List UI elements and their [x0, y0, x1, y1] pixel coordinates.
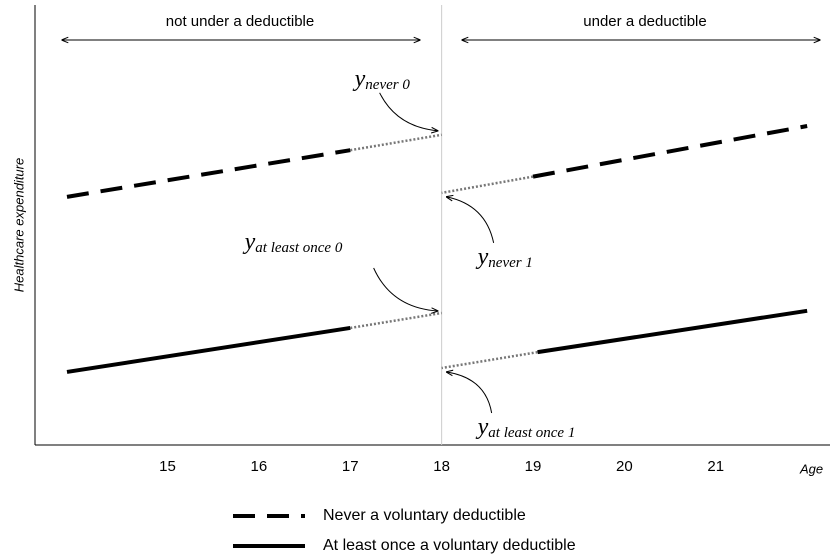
annotation-label: ynever 0: [353, 65, 411, 93]
extrapolation: [350, 133, 442, 152]
annotation-subscript: never 0: [365, 77, 410, 93]
annotation-symbol: y: [243, 229, 256, 255]
annotation-arrow: [447, 372, 493, 414]
extrapolation: [350, 311, 442, 330]
annotation-label: yat least once 1: [476, 414, 576, 442]
x-axis-label: Age: [799, 461, 823, 476]
annotation-subscript: at least once 1: [488, 425, 575, 441]
series-line: [532, 124, 808, 179]
annotation-symbol: y: [353, 65, 366, 91]
annotation-label: yat least once 0: [243, 229, 343, 257]
annotation-label: ynever 1: [476, 243, 533, 271]
y-axis-label: Healthcare expenditure: [11, 158, 26, 292]
series-line: [66, 325, 351, 374]
extrapolation: [441, 350, 538, 370]
x-tick-label: 21: [707, 458, 724, 475]
region-label: not under a deductible: [166, 13, 314, 30]
series-line: [66, 148, 351, 199]
region-label: under a deductible: [583, 13, 706, 30]
x-tick-label: 15: [159, 458, 176, 475]
legend-label: At least once a voluntary deductible: [323, 537, 576, 554]
annotation-arrow: [379, 92, 438, 131]
x-tick-label: 19: [525, 458, 542, 475]
x-tick-label: 20: [616, 458, 633, 475]
x-tick-label: 16: [251, 458, 268, 475]
annotation-symbol: y: [476, 414, 489, 440]
series-line: [537, 308, 808, 355]
annotation-arrow: [373, 267, 438, 311]
extrapolation: [441, 175, 534, 195]
x-tick-label: 18: [433, 458, 450, 475]
legend-label: Never a voluntary deductible: [323, 507, 526, 524]
annotation-subscript: never 1: [488, 255, 533, 271]
annotation-arrow: [447, 197, 495, 243]
annotation-symbol: y: [476, 243, 489, 269]
annotation-subscript: at least once 0: [255, 240, 343, 256]
x-tick-label: 17: [342, 458, 359, 475]
